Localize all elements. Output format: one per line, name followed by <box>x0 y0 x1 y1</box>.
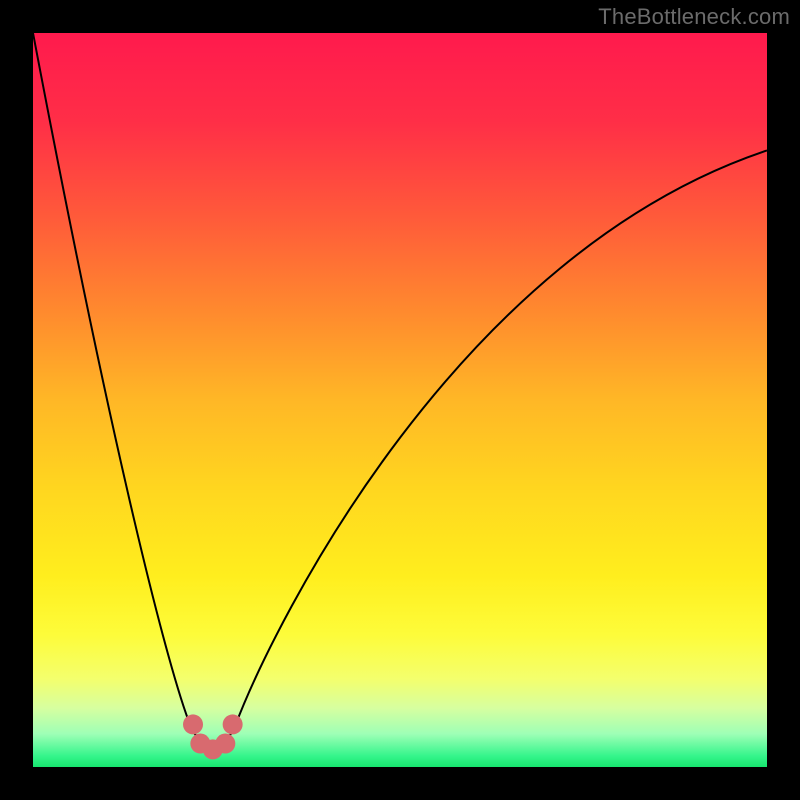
dip-marker <box>215 734 235 754</box>
plot-area <box>33 33 767 767</box>
dip-marker <box>223 714 243 734</box>
chart-stage: TheBottleneck.com <box>0 0 800 800</box>
bottleneck-chart <box>0 0 800 800</box>
watermark-text: TheBottleneck.com <box>598 4 790 30</box>
dip-marker <box>183 714 203 734</box>
